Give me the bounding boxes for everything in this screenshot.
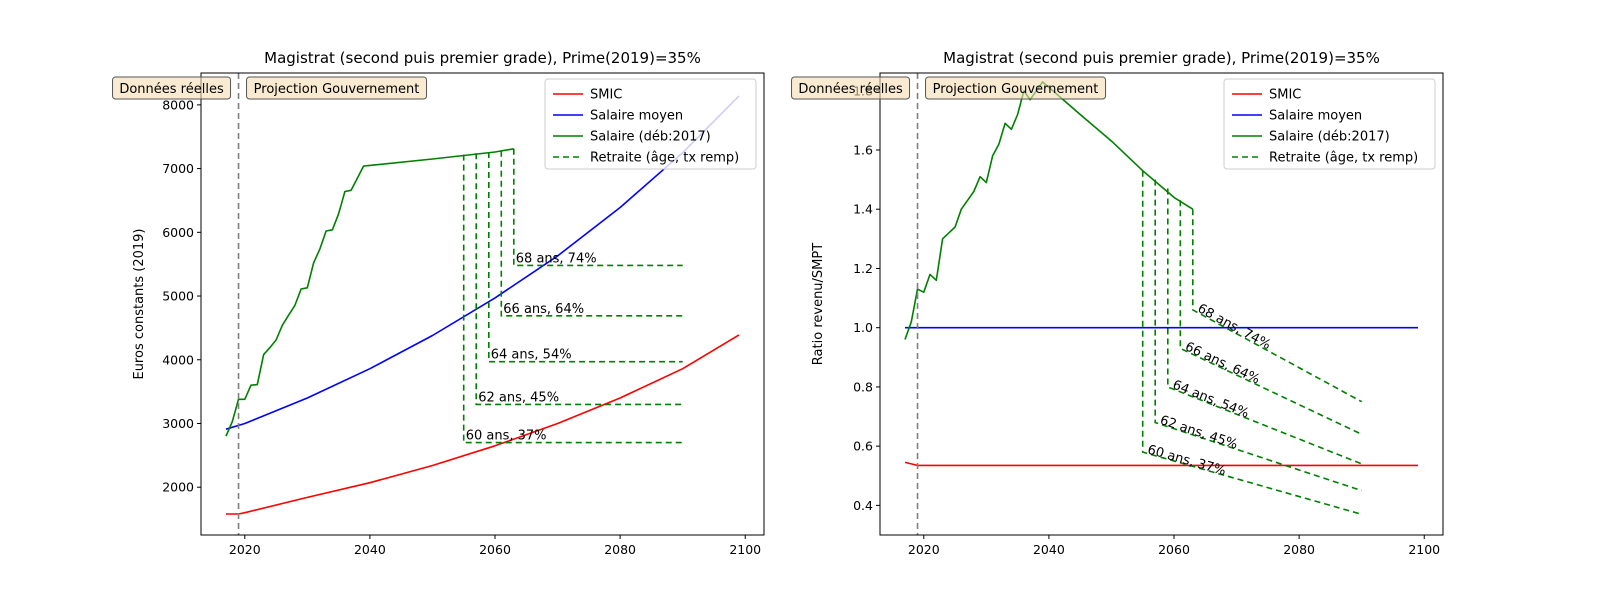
- chart-title: Magistrat (second puis premier grade), P…: [264, 49, 701, 67]
- box-donnees-reelles-label: Données réelles: [119, 82, 224, 97]
- y-tick-label: 1.0: [853, 320, 873, 335]
- y-tick-label: 0.4: [853, 498, 873, 513]
- series-line-salaire-d-b-2017-: [225, 148, 514, 437]
- legend-entry: Retraite (âge, tx remp): [1269, 151, 1418, 166]
- retirement-label: 66 ans, 64%: [503, 302, 584, 317]
- retirement-line: [500, 150, 683, 317]
- chart-panel-1: Magistrat (second puis premier grade), P…: [112, 49, 765, 557]
- y-tick-label: 1.2: [853, 261, 873, 276]
- retirement-label: 62 ans, 45%: [1158, 413, 1239, 453]
- box-projection: [246, 76, 428, 100]
- retirement-line: [475, 153, 683, 406]
- chart-title: Magistrat (second puis premier grade), P…: [943, 49, 1380, 67]
- legend-entry: SMIC: [590, 88, 622, 103]
- box-projection-label: Projection Gouvernement: [254, 82, 420, 97]
- retirement-label: 64 ans, 54%: [1170, 378, 1251, 422]
- retirement-label: 64 ans, 54%: [491, 348, 572, 363]
- x-tick-label: 2020: [908, 542, 940, 557]
- legend-entry: Retraite (âge, tx remp): [590, 151, 739, 166]
- box-donnees-reelles: [791, 76, 911, 100]
- legend-entry: Salaire (déb:2017): [1269, 130, 1390, 145]
- y-tick-label: 6000: [162, 225, 194, 240]
- x-tick-label: 2080: [1283, 542, 1315, 557]
- y-tick-label: 3000: [162, 416, 194, 431]
- retirement-label: 60 ans, 37%: [466, 429, 547, 444]
- x-tick-label: 2040: [1033, 542, 1065, 557]
- legend-entry: Salaire moyen: [1269, 109, 1362, 124]
- retirement-line: [1154, 179, 1362, 492]
- y-tick-label: 4000: [162, 352, 194, 367]
- retirement-line: [1141, 170, 1362, 516]
- axes-frame: [879, 72, 1444, 536]
- y-axis-label: Ratio revenu/SMPT: [811, 243, 826, 365]
- series-line-smic: [904, 461, 1418, 467]
- y-axis-label: Euros constants (2019): [132, 228, 147, 379]
- x-tick-label: 2100: [1408, 542, 1440, 557]
- x-tick-label: 2080: [604, 542, 636, 557]
- box-donnees-reelles-label: Données réelles: [798, 82, 903, 97]
- legend-entry: SMIC: [1269, 88, 1301, 103]
- legend-entry: Salaire (déb:2017): [590, 130, 711, 145]
- x-tick-label: 2100: [729, 542, 761, 557]
- x-tick-label: 2060: [1158, 542, 1190, 557]
- y-tick-label: 5000: [162, 289, 194, 304]
- y-tick-label: 1.6: [853, 143, 873, 158]
- legend: [1223, 78, 1436, 170]
- legend-entry: Salaire moyen: [590, 109, 683, 124]
- retirement-label: 60 ans, 37%: [1146, 442, 1228, 479]
- axes-frame: [200, 72, 765, 536]
- retirement-line: [1192, 209, 1363, 403]
- retirement-label: 66 ans, 64%: [1183, 339, 1262, 387]
- x-tick-label: 2020: [229, 542, 261, 557]
- y-tick-label: 1.4: [853, 202, 873, 217]
- plot-area: [225, 95, 740, 515]
- legend: [544, 78, 757, 170]
- retirement-line: [1179, 200, 1363, 436]
- series-line-salaire-d-b-2017-: [904, 81, 1194, 340]
- y-tick-label: 7000: [162, 161, 194, 176]
- y-tick-label: 2000: [162, 480, 194, 495]
- retirement-label: 68 ans, 74%: [516, 251, 597, 266]
- x-tick-label: 2060: [479, 542, 511, 557]
- chart-panel-2: Magistrat (second puis premier grade), P…: [791, 49, 1444, 557]
- box-projection-label: Projection Gouvernement: [933, 82, 1099, 97]
- retirement-line: [1167, 188, 1362, 465]
- y-tick-label: 8000: [162, 97, 194, 112]
- y-tick-label: 0.8: [853, 379, 873, 394]
- series-line-smic: [226, 334, 740, 515]
- box-projection: [925, 76, 1107, 100]
- retirement-label: 62 ans, 45%: [478, 390, 559, 405]
- y-tick-label: 0.6: [853, 439, 873, 454]
- box-donnees-reelles: [112, 76, 232, 100]
- retirement-line: [462, 154, 683, 444]
- x-tick-label: 2040: [354, 542, 386, 557]
